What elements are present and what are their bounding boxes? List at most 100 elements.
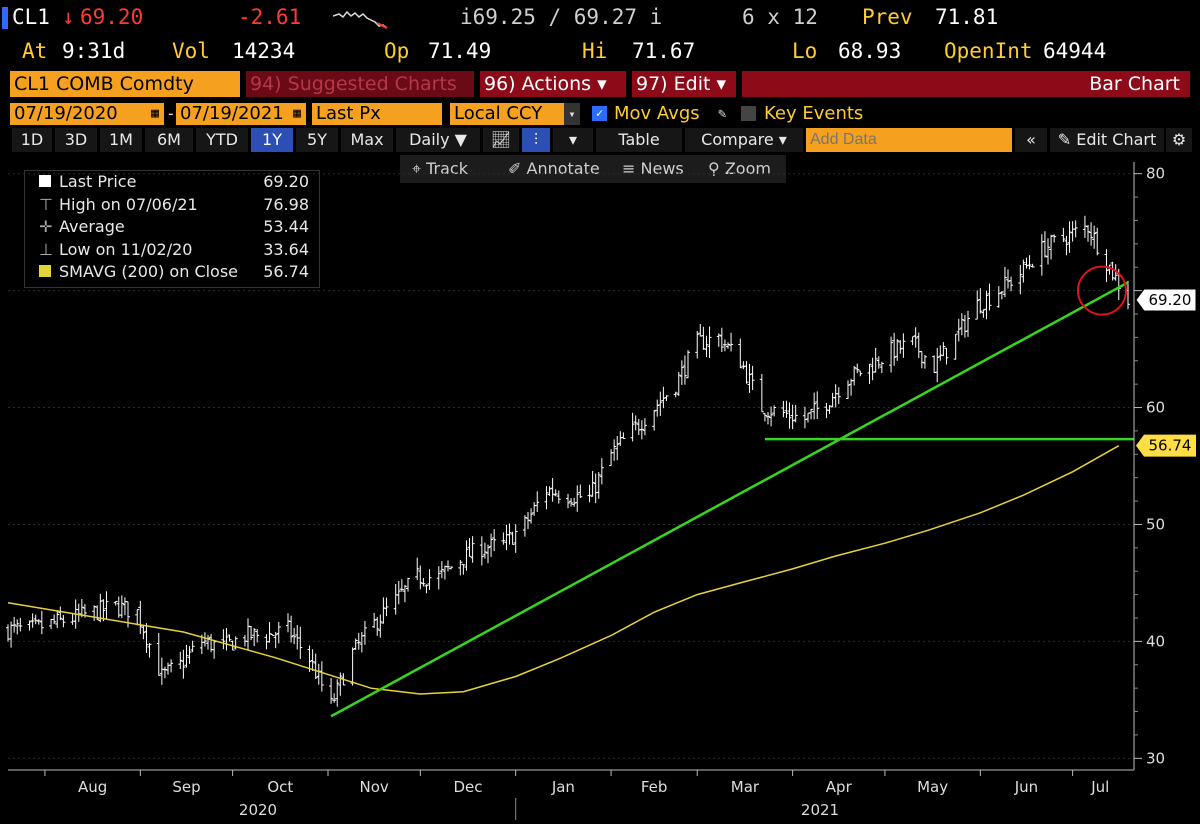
compare-menu[interactable]: Compare ▾ xyxy=(685,128,803,152)
price-bar xyxy=(1006,269,1010,289)
price-bar xyxy=(809,408,814,420)
price-bar xyxy=(544,486,549,510)
price-bar xyxy=(652,410,657,431)
price-arrow-icon: ↓ xyxy=(62,5,75,29)
price-bar xyxy=(750,365,755,391)
price-bar xyxy=(335,679,340,707)
price-bar xyxy=(849,378,854,396)
price-bar xyxy=(846,380,850,400)
price-bar xyxy=(959,313,964,336)
price-bar xyxy=(510,531,515,545)
period-1y[interactable]: 1Y xyxy=(251,128,293,152)
price-bar xyxy=(596,472,601,499)
price-bar xyxy=(362,620,367,645)
x-tick-label: Mar xyxy=(731,778,760,796)
edit-menu[interactable]: 97) Edit ▾ xyxy=(632,71,736,97)
mov-avgs-checkbox[interactable]: ✓ xyxy=(592,106,607,121)
currency-selector[interactable]: Local CCY xyxy=(450,103,564,125)
pencil-icon[interactable]: ✎ xyxy=(718,106,727,122)
actions-menu[interactable]: 96) Actions ▾ xyxy=(480,71,626,97)
price-bar xyxy=(1070,221,1075,242)
price-bar xyxy=(276,621,281,644)
line-chart-icon[interactable]: 📈︎ xyxy=(483,128,519,152)
period-6m[interactable]: 6M xyxy=(145,128,193,152)
price-bar xyxy=(1018,265,1023,295)
chevron-down-icon[interactable]: ▾ xyxy=(564,103,580,125)
open-interest-label: OpenInt xyxy=(944,39,1033,63)
security-field[interactable]: CL1 COMB Comdty xyxy=(10,71,240,97)
price-bar xyxy=(122,597,127,616)
price-bar xyxy=(1009,276,1014,292)
chevron-down-icon[interactable]: ▾ xyxy=(553,128,593,152)
open-price: 71.49 xyxy=(428,39,492,63)
price-bar xyxy=(922,354,927,369)
price-bar xyxy=(762,412,767,422)
track-tool[interactable]: ⌖ Track xyxy=(412,157,468,181)
price-bar xyxy=(766,412,770,425)
calendar-icon[interactable]: ▦ xyxy=(146,103,164,125)
price-bar xyxy=(350,647,355,686)
price-bar xyxy=(695,330,700,359)
price-bar xyxy=(313,653,318,679)
price-bar xyxy=(719,327,724,353)
price-bar xyxy=(464,540,469,571)
key-events-checkbox[interactable] xyxy=(741,106,756,121)
price-bar xyxy=(187,646,192,664)
price-bar xyxy=(901,333,906,358)
edit-chart-button[interactable]: ✎ Edit Chart xyxy=(1050,128,1164,152)
legend-low: ⊥ Low on 11/02/20 33.64 xyxy=(39,239,309,262)
price-bar xyxy=(116,596,121,618)
period-max[interactable]: Max xyxy=(341,128,393,152)
add-data-input[interactable] xyxy=(806,128,1012,152)
chart-type-title: Bar Chart xyxy=(742,71,1190,97)
calendar-icon[interactable]: ▦ xyxy=(288,103,306,125)
gear-icon[interactable]: ⚙ xyxy=(1166,128,1192,152)
edit-chart-label: Edit Chart xyxy=(1076,130,1157,149)
price-bar xyxy=(70,613,75,625)
price-bar xyxy=(593,473,598,504)
bid-ask: i69.25 / 69.27 i xyxy=(460,5,663,29)
price-bar xyxy=(676,372,681,396)
frequency-selector[interactable]: Daily ▼ xyxy=(396,128,480,152)
prev-close: 71.81 xyxy=(935,5,999,29)
period-1d[interactable]: 1D xyxy=(12,128,52,152)
price-bar xyxy=(372,613,377,628)
mov-avgs-label: Mov Avgs xyxy=(614,103,700,124)
news-tool[interactable]: ≡ News xyxy=(622,157,684,181)
start-date-field[interactable]: 07/19/2020 xyxy=(10,103,146,125)
field-selector[interactable]: Last Px xyxy=(312,103,442,125)
period-ytd[interactable]: YTD xyxy=(196,128,248,152)
x-tick-label: Jun xyxy=(1014,778,1038,796)
period-5y[interactable]: 5Y xyxy=(296,128,338,152)
annotate-tool[interactable]: ✐ Annotate xyxy=(508,157,600,181)
x-tick-label: Jul xyxy=(1090,778,1109,796)
price-bar xyxy=(233,636,238,650)
table-button[interactable]: Table xyxy=(596,128,682,152)
highlight-circle xyxy=(1077,265,1127,316)
price-bar xyxy=(898,340,903,354)
price-bar xyxy=(356,632,361,650)
zoom-tool[interactable]: ⚲ Zoom xyxy=(708,157,771,181)
x-tick-label: Apr xyxy=(826,778,853,796)
suggested-charts-menu[interactable]: 94) Suggested Charts xyxy=(246,71,474,97)
legend-label: Last Price xyxy=(59,172,137,191)
x-tick-label: Sep xyxy=(172,778,200,796)
price-bar xyxy=(892,332,897,366)
legend-sma: SMAVG (200) on Close 56.74 xyxy=(39,261,309,284)
price-bar xyxy=(633,415,638,431)
end-date-field[interactable]: 07/19/2021 xyxy=(176,103,288,125)
period-1m[interactable]: 1M xyxy=(100,128,142,152)
price-bar xyxy=(492,529,497,552)
price-bar xyxy=(49,618,54,630)
price-bar xyxy=(341,673,346,686)
legend-value: 33.64 xyxy=(263,239,309,259)
x-tick-label: Aug xyxy=(78,778,107,796)
price-bar xyxy=(479,536,484,566)
key-events-label: Key Events xyxy=(764,103,864,124)
collapse-icon[interactable]: « xyxy=(1015,128,1047,152)
period-3d[interactable]: 3D xyxy=(55,128,97,152)
bar-chart-icon[interactable]: ⫶ xyxy=(522,128,550,152)
price-bar xyxy=(956,318,961,342)
price-bar xyxy=(873,347,878,373)
price-bar xyxy=(92,605,97,621)
